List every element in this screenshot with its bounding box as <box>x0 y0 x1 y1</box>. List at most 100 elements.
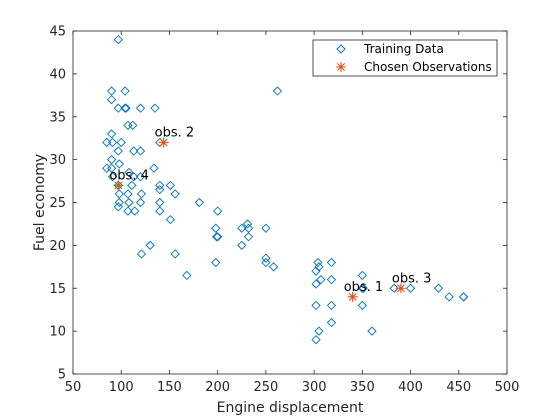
training-data-point <box>433 283 444 293</box>
y-tick-label: 10 <box>49 325 66 340</box>
data-points <box>102 34 469 345</box>
training-data-point <box>106 163 117 173</box>
x-tick-label: 200 <box>205 380 230 395</box>
training-data-point <box>129 146 139 156</box>
training-data-point <box>357 283 367 293</box>
y-tick-label: 45 <box>49 25 66 40</box>
y-tick-label: 15 <box>49 282 66 297</box>
chosen-observation-point <box>395 283 406 294</box>
training-data-point <box>113 146 123 156</box>
training-data-point <box>182 270 192 281</box>
legend: Training Data Chosen Observations <box>312 39 498 77</box>
training-data-point <box>120 103 130 113</box>
training-data-point <box>136 249 147 259</box>
training-data-point <box>311 279 321 289</box>
chosen-observation-point <box>113 180 124 191</box>
training-data-point <box>261 223 271 233</box>
training-data-point <box>458 292 469 302</box>
chosen-observation-point <box>158 137 169 148</box>
training-data-point <box>314 262 324 272</box>
training-data-point <box>213 232 223 242</box>
x-tick-label: 50 <box>65 380 82 395</box>
training-data-point <box>145 240 155 251</box>
training-data-point <box>106 94 117 105</box>
training-data-point <box>367 326 377 336</box>
legend-marker-chosen <box>336 62 346 72</box>
annotation-label: obs. 4 <box>109 168 149 183</box>
training-data-point <box>237 223 247 233</box>
legend-label-training: Training Data <box>363 42 444 56</box>
legend-marker-training <box>336 44 346 54</box>
x-tick-label: 300 <box>302 380 327 395</box>
training-data-point <box>124 167 134 178</box>
training-data-point <box>213 206 223 216</box>
training-data-point <box>314 326 324 336</box>
y-axis-label: Fuel economy <box>32 154 48 251</box>
training-data-point <box>129 172 139 182</box>
training-data-point <box>149 163 159 173</box>
training-data-point <box>165 180 176 190</box>
training-data-point <box>120 86 130 96</box>
x-axis-label: Engine displacement <box>217 400 364 416</box>
training-data-point <box>107 137 118 148</box>
legend-label-chosen: Chosen Observations <box>364 60 492 74</box>
training-data-point <box>107 172 118 182</box>
y-tick-label: 25 <box>49 196 66 211</box>
annotations: obs. 1 obs. 2 obs. 3 obs. 4 <box>109 125 431 294</box>
training-data-point <box>130 206 140 216</box>
training-data-point <box>389 283 399 293</box>
training-data-point <box>358 283 368 293</box>
training-data-point <box>113 202 123 212</box>
y-tick-label: 20 <box>49 239 66 254</box>
training-data-point <box>136 189 147 199</box>
chosen-observation-point <box>347 291 358 302</box>
training-data-point <box>242 219 253 229</box>
training-data-point <box>272 86 283 96</box>
training-data-point <box>121 103 131 113</box>
training-data-point <box>135 103 146 113</box>
training-data-point <box>261 253 271 263</box>
training-data-point <box>237 240 247 251</box>
training-data-point <box>113 103 123 113</box>
annotation-label: obs. 1 <box>344 280 384 295</box>
training-data-point <box>326 257 337 268</box>
axis-ticks: 50 100 150 200 250 300 350 400 450 500 5 10 15 20 25 30… <box>49 25 519 396</box>
training-data-point <box>316 275 326 285</box>
training-data-point <box>135 146 146 156</box>
training-data-point <box>155 206 165 216</box>
training-data-point <box>326 317 337 328</box>
training-data-point <box>326 300 337 311</box>
training-data-point <box>123 189 133 199</box>
x-tick-label: 350 <box>350 380 375 395</box>
y-tick-label: 35 <box>49 110 66 125</box>
x-tick-label: 100 <box>109 380 134 395</box>
training-data-point <box>268 262 279 272</box>
training-data-point <box>194 197 204 208</box>
training-data-point <box>155 180 165 190</box>
training-data-point <box>357 300 367 311</box>
training-data-point <box>135 197 146 208</box>
training-data-point <box>127 180 137 190</box>
plot-area <box>72 30 508 375</box>
training-data-point <box>444 292 454 302</box>
training-data-point <box>135 172 146 182</box>
training-data-point <box>311 335 321 345</box>
training-data-point <box>357 270 367 281</box>
training-data-point <box>123 206 133 216</box>
annotation-label: obs. 3 <box>392 271 432 286</box>
y-tick-label: 30 <box>49 153 66 168</box>
training-data-point <box>128 120 138 130</box>
x-tick-label: 250 <box>253 380 278 395</box>
training-data-point <box>106 129 117 139</box>
training-data-point <box>326 275 337 285</box>
training-data-point <box>170 189 180 199</box>
training-data-point <box>114 197 124 208</box>
training-data-point <box>113 34 123 45</box>
training-data-point <box>150 103 160 113</box>
training-data-point <box>313 257 323 268</box>
training-data-point <box>155 185 165 195</box>
training-data-point <box>212 232 222 242</box>
training-data-point <box>311 300 321 311</box>
x-tick-label: 400 <box>398 380 423 395</box>
